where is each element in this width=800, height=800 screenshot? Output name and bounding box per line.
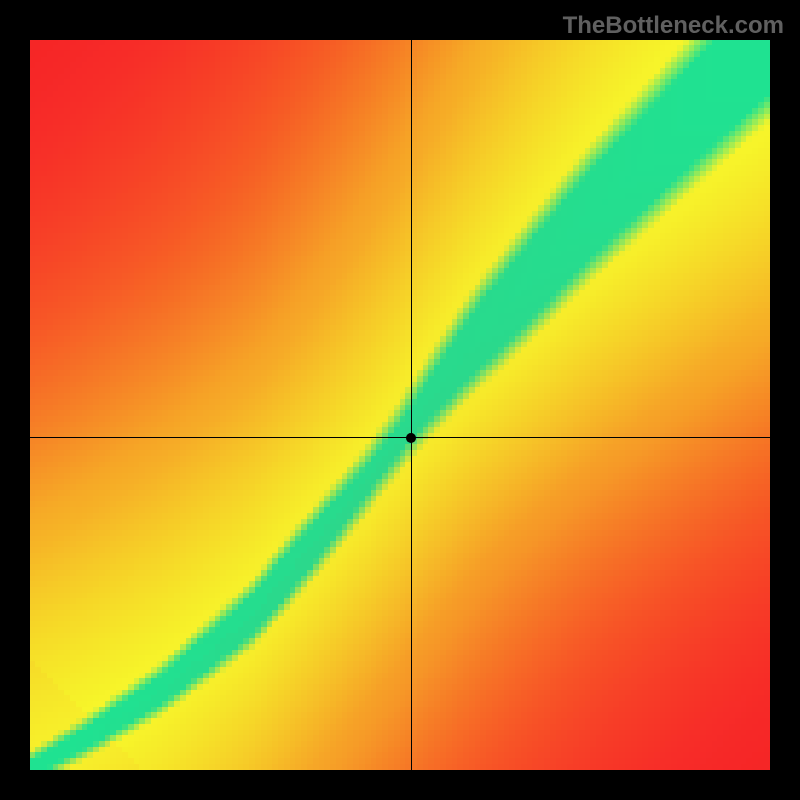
bottleneck-heatmap [30,40,770,770]
crosshair-vertical [411,40,412,770]
watermark-text: TheBottleneck.com [563,12,784,40]
crosshair-marker [405,432,417,444]
crosshair-horizontal [30,437,770,438]
